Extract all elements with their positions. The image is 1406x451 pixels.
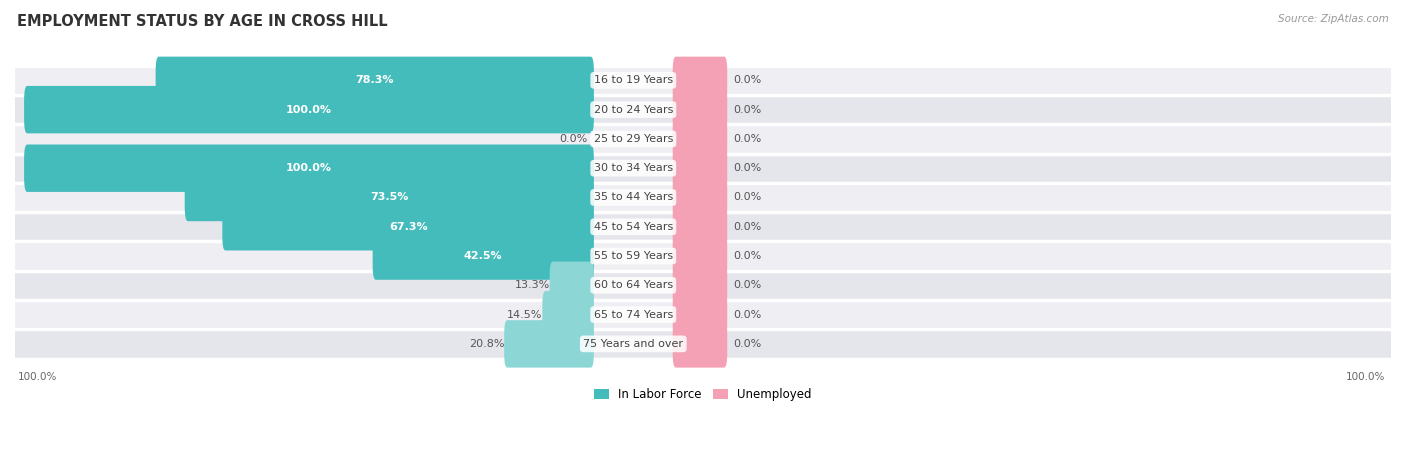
Text: 100.0%: 100.0% [285, 105, 332, 115]
Text: 0.0%: 0.0% [734, 339, 762, 349]
Text: 75 Years and over: 75 Years and over [583, 339, 683, 349]
Text: 0.0%: 0.0% [734, 193, 762, 202]
Text: 78.3%: 78.3% [356, 75, 394, 85]
Text: 67.3%: 67.3% [389, 222, 427, 232]
FancyBboxPatch shape [15, 153, 1391, 183]
Text: 20 to 24 Years: 20 to 24 Years [593, 105, 673, 115]
Text: 25 to 29 Years: 25 to 29 Years [593, 134, 673, 144]
FancyBboxPatch shape [15, 300, 1391, 329]
Text: 20.8%: 20.8% [468, 339, 505, 349]
Text: 0.0%: 0.0% [734, 222, 762, 232]
FancyBboxPatch shape [672, 203, 727, 250]
FancyBboxPatch shape [672, 57, 727, 104]
Text: 55 to 59 Years: 55 to 59 Years [593, 251, 673, 261]
Text: 13.3%: 13.3% [515, 281, 550, 290]
Text: 100.0%: 100.0% [285, 163, 332, 173]
FancyBboxPatch shape [672, 291, 727, 338]
Text: 42.5%: 42.5% [464, 251, 502, 261]
FancyBboxPatch shape [184, 174, 593, 221]
FancyBboxPatch shape [672, 232, 727, 280]
FancyBboxPatch shape [672, 144, 727, 192]
Text: 45 to 54 Years: 45 to 54 Years [593, 222, 673, 232]
FancyBboxPatch shape [672, 320, 727, 368]
Text: 0.0%: 0.0% [734, 134, 762, 144]
FancyBboxPatch shape [15, 271, 1391, 300]
FancyBboxPatch shape [15, 212, 1391, 241]
Text: 60 to 64 Years: 60 to 64 Years [593, 281, 673, 290]
FancyBboxPatch shape [505, 320, 593, 368]
Text: 65 to 74 Years: 65 to 74 Years [593, 309, 673, 320]
FancyBboxPatch shape [15, 66, 1391, 95]
FancyBboxPatch shape [15, 241, 1391, 271]
FancyBboxPatch shape [15, 183, 1391, 212]
Text: 0.0%: 0.0% [734, 75, 762, 85]
FancyBboxPatch shape [24, 144, 593, 192]
Text: 0.0%: 0.0% [734, 281, 762, 290]
Text: EMPLOYMENT STATUS BY AGE IN CROSS HILL: EMPLOYMENT STATUS BY AGE IN CROSS HILL [17, 14, 388, 28]
FancyBboxPatch shape [15, 95, 1391, 124]
Text: 73.5%: 73.5% [370, 193, 409, 202]
Text: 100.0%: 100.0% [1346, 372, 1385, 382]
FancyBboxPatch shape [672, 86, 727, 133]
FancyBboxPatch shape [15, 124, 1391, 153]
FancyBboxPatch shape [672, 262, 727, 309]
Text: 16 to 19 Years: 16 to 19 Years [593, 75, 673, 85]
Text: Source: ZipAtlas.com: Source: ZipAtlas.com [1278, 14, 1389, 23]
Text: 0.0%: 0.0% [734, 105, 762, 115]
Text: 0.0%: 0.0% [734, 163, 762, 173]
FancyBboxPatch shape [672, 174, 727, 221]
Text: 35 to 44 Years: 35 to 44 Years [593, 193, 673, 202]
FancyBboxPatch shape [156, 57, 593, 104]
FancyBboxPatch shape [15, 329, 1391, 359]
FancyBboxPatch shape [373, 232, 593, 280]
Text: 0.0%: 0.0% [734, 309, 762, 320]
FancyBboxPatch shape [550, 262, 593, 309]
Text: 30 to 34 Years: 30 to 34 Years [593, 163, 673, 173]
FancyBboxPatch shape [543, 291, 593, 338]
Text: 0.0%: 0.0% [734, 251, 762, 261]
FancyBboxPatch shape [24, 86, 593, 133]
Text: 100.0%: 100.0% [18, 372, 58, 382]
Legend: In Labor Force, Unemployed: In Labor Force, Unemployed [589, 383, 817, 406]
FancyBboxPatch shape [672, 115, 727, 163]
FancyBboxPatch shape [222, 203, 593, 250]
Text: 0.0%: 0.0% [560, 134, 588, 144]
Text: 14.5%: 14.5% [508, 309, 543, 320]
